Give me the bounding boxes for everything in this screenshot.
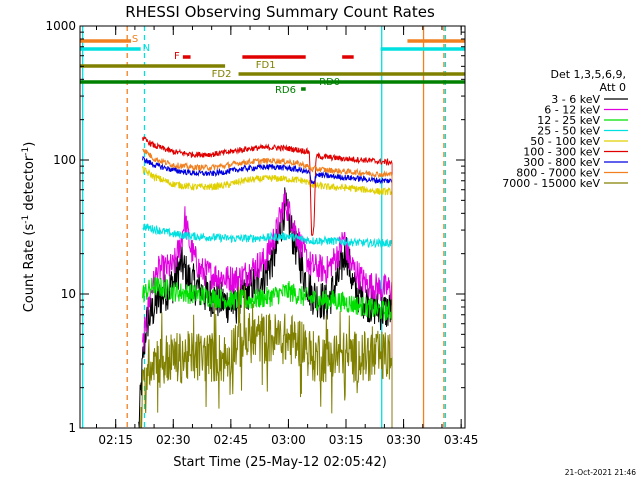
- series-line-4: [142, 166, 393, 197]
- y-tick-label-0: 1: [68, 421, 76, 435]
- x-tick-label-2: 02:45: [214, 433, 249, 447]
- axis-layer: 1 10 100 1000 02:15 02:30 02:45 03:00 03:15 03:30…: [45, 19, 478, 447]
- y-axis-label-sup2: -1: [21, 147, 31, 156]
- series-line-3: [142, 223, 393, 249]
- x-tick-label-5: 03:30: [386, 433, 421, 447]
- legend-header-line-2: Att 0: [600, 81, 626, 94]
- legend-label-8: 7000 - 15000 keV: [502, 177, 600, 190]
- y-tick-label-3: 1000: [45, 19, 76, 33]
- x-tick-label-6: 03:45: [444, 433, 479, 447]
- y-axis-label: Count Rate (s-1 detector-1): [21, 142, 37, 313]
- flag-label-f: F: [174, 51, 180, 62]
- y-axis-label-tail: detector: [22, 155, 37, 215]
- y-axis-label-end: ): [22, 142, 37, 147]
- x-tick-label-0: 02:15: [98, 433, 133, 447]
- series-line-2: [142, 277, 393, 321]
- x-tick-label-3: 03:00: [271, 433, 306, 447]
- y-axis-label-sup: -1: [21, 215, 31, 224]
- flag-label-rd0: RD0: [319, 77, 340, 88]
- flag-label-s: S: [132, 34, 138, 45]
- plot-frame: [79, 25, 466, 429]
- flag-label-rd6: RD6: [275, 85, 296, 96]
- x-tick-label-1: 02:30: [156, 433, 191, 447]
- series-line-7: [142, 148, 393, 179]
- series-line-5: [142, 136, 393, 237]
- legend-label-3: 25 - 50 keV: [537, 125, 600, 138]
- flag-label-fd2: FD2: [212, 69, 232, 80]
- legend-label-1: 6 - 12 keV: [544, 104, 600, 117]
- flag-layer: SN F FD1 FD2 RD0 RD6: [80, 34, 465, 96]
- legend-label-0: 3 - 6 keV: [551, 93, 600, 106]
- legend-label-7: 800 - 7000 keV: [516, 167, 600, 180]
- y-axis-label-main: Count Rate (s: [22, 224, 37, 313]
- plot-data-layer: [82, 26, 447, 429]
- x-tick-label-4: 03:15: [329, 433, 364, 447]
- series-line-6: [142, 155, 393, 185]
- series-line-1: [142, 189, 393, 352]
- footer-timestamp: 21-Oct-2021 21:46: [565, 468, 636, 477]
- legend-label-6: 300 - 800 keV: [523, 156, 600, 169]
- x-axis-label: Start Time (25-May-12 02:05:42): [173, 455, 387, 470]
- flag-label-fd1: FD1: [256, 60, 276, 71]
- y-tick-label-1: 10: [61, 287, 76, 301]
- legend-label-4: 50 - 100 keV: [530, 135, 600, 148]
- flag-label-n: N: [143, 43, 150, 54]
- y-tick-label-2: 100: [53, 153, 76, 167]
- chart-title: RHESSI Observing Summary Count Rates: [125, 3, 435, 21]
- legend-label-5: 100 - 300 keV: [523, 146, 600, 159]
- series-line-8: [140, 285, 393, 429]
- legend-label-2: 12 - 25 keV: [537, 114, 600, 127]
- legend-header-line-1: Det 1,3,5,6,9,: [550, 68, 626, 81]
